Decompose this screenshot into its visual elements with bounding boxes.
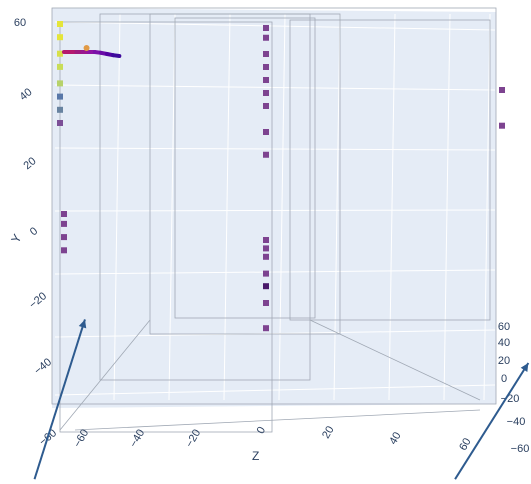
z-tick-label: 60 bbox=[457, 436, 474, 453]
trajectory-highlight-point bbox=[83, 45, 90, 51]
box-edge bbox=[59, 21, 273, 433]
scene-floor-wall bbox=[52, 8, 496, 408]
z-tick-label: 0 bbox=[255, 425, 268, 436]
x-tick-label: −40 bbox=[507, 416, 526, 428]
y-tick-label: 20 bbox=[22, 155, 39, 172]
y-tick-label: 0 bbox=[28, 225, 40, 238]
data-point bbox=[57, 21, 63, 27]
data-point bbox=[61, 220, 67, 227]
trajectory-segment bbox=[111, 53, 122, 58]
data-point bbox=[263, 64, 269, 70]
grid-line-h bbox=[54, 21, 496, 31]
vector-line bbox=[33, 319, 86, 480]
grid-line-h bbox=[54, 384, 496, 396]
data-point bbox=[263, 237, 269, 243]
data-point bbox=[263, 253, 269, 260]
grid-line-v bbox=[333, 13, 341, 401]
x-tick-label: 60 bbox=[498, 321, 510, 333]
grid-line-v bbox=[483, 13, 491, 401]
data-point bbox=[61, 211, 67, 217]
data-point bbox=[57, 34, 63, 41]
y-tick-label: −20 bbox=[27, 290, 49, 311]
x-tick-label: 20 bbox=[498, 355, 510, 367]
z-tick-label: −40 bbox=[128, 427, 148, 449]
data-point bbox=[263, 51, 269, 57]
grid-line-h bbox=[54, 147, 496, 151]
data-point bbox=[263, 25, 269, 31]
scene-box-outlines bbox=[51, 7, 497, 433]
data-point bbox=[61, 234, 67, 241]
data-point bbox=[57, 63, 63, 70]
vector-line bbox=[454, 362, 530, 480]
grid-line-h bbox=[54, 209, 496, 212]
box-edge bbox=[74, 409, 481, 431]
data-points bbox=[57, 21, 505, 332]
grid-line-h bbox=[54, 329, 496, 338]
data-point bbox=[499, 122, 505, 129]
z-axis-title: Z bbox=[252, 449, 259, 463]
y-axis-title: Y bbox=[8, 232, 24, 246]
data-point bbox=[57, 106, 63, 113]
x-tick-label: −20 bbox=[501, 393, 520, 405]
y-tick-label: 60 bbox=[14, 17, 26, 29]
box-edge bbox=[174, 17, 316, 319]
x-axis-ticks: 60 40 20 0 −20 −40 −60 bbox=[498, 321, 529, 455]
grid-line-v bbox=[443, 13, 451, 401]
vector-arrowhead bbox=[78, 319, 87, 329]
data-point bbox=[263, 103, 269, 109]
data-point bbox=[61, 247, 67, 254]
data-point bbox=[57, 93, 63, 100]
data-point bbox=[263, 270, 269, 277]
data-point bbox=[263, 245, 269, 252]
grid-line-v bbox=[223, 13, 231, 401]
z-tick-label: 40 bbox=[387, 430, 404, 447]
x-tick-label: −60 bbox=[511, 443, 530, 455]
z-axis-ticks: −60 −40 −20 0 20 40 60 bbox=[72, 424, 474, 453]
data-point bbox=[263, 300, 269, 306]
z-tick-label: −60 bbox=[72, 427, 92, 449]
direction-vectors bbox=[33, 319, 530, 480]
data-point bbox=[263, 151, 269, 158]
y-tick-label: −40 bbox=[32, 356, 54, 377]
x-tick-label: 0 bbox=[501, 373, 507, 385]
data-point bbox=[499, 87, 505, 93]
data-point bbox=[57, 80, 63, 87]
x-tick-label: 40 bbox=[498, 337, 510, 349]
data-point bbox=[263, 325, 269, 332]
data-point bbox=[57, 120, 63, 126]
z-tick-label: −20 bbox=[184, 427, 204, 449]
scene-background bbox=[52, 8, 496, 408]
y-tick-label: 40 bbox=[18, 86, 35, 103]
gridlines bbox=[54, 13, 496, 401]
box-edge bbox=[59, 319, 151, 431]
data-point bbox=[263, 77, 269, 83]
box-edge bbox=[289, 19, 491, 321]
data-point bbox=[263, 129, 269, 135]
box-edge bbox=[51, 7, 497, 405]
data-point bbox=[263, 283, 269, 290]
data-point bbox=[263, 90, 269, 96]
z-tick-label: 20 bbox=[320, 424, 337, 441]
data-point bbox=[57, 50, 63, 57]
grid-line-h bbox=[54, 269, 496, 275]
data-point bbox=[263, 34, 269, 41]
box-edge bbox=[309, 319, 481, 401]
box-edge bbox=[99, 13, 311, 381]
grid-line-v bbox=[388, 13, 396, 401]
vector-arrowhead bbox=[520, 363, 529, 372]
trajectory-line bbox=[62, 45, 122, 58]
grid-line-v bbox=[278, 13, 286, 401]
grid-line-h bbox=[54, 84, 496, 91]
